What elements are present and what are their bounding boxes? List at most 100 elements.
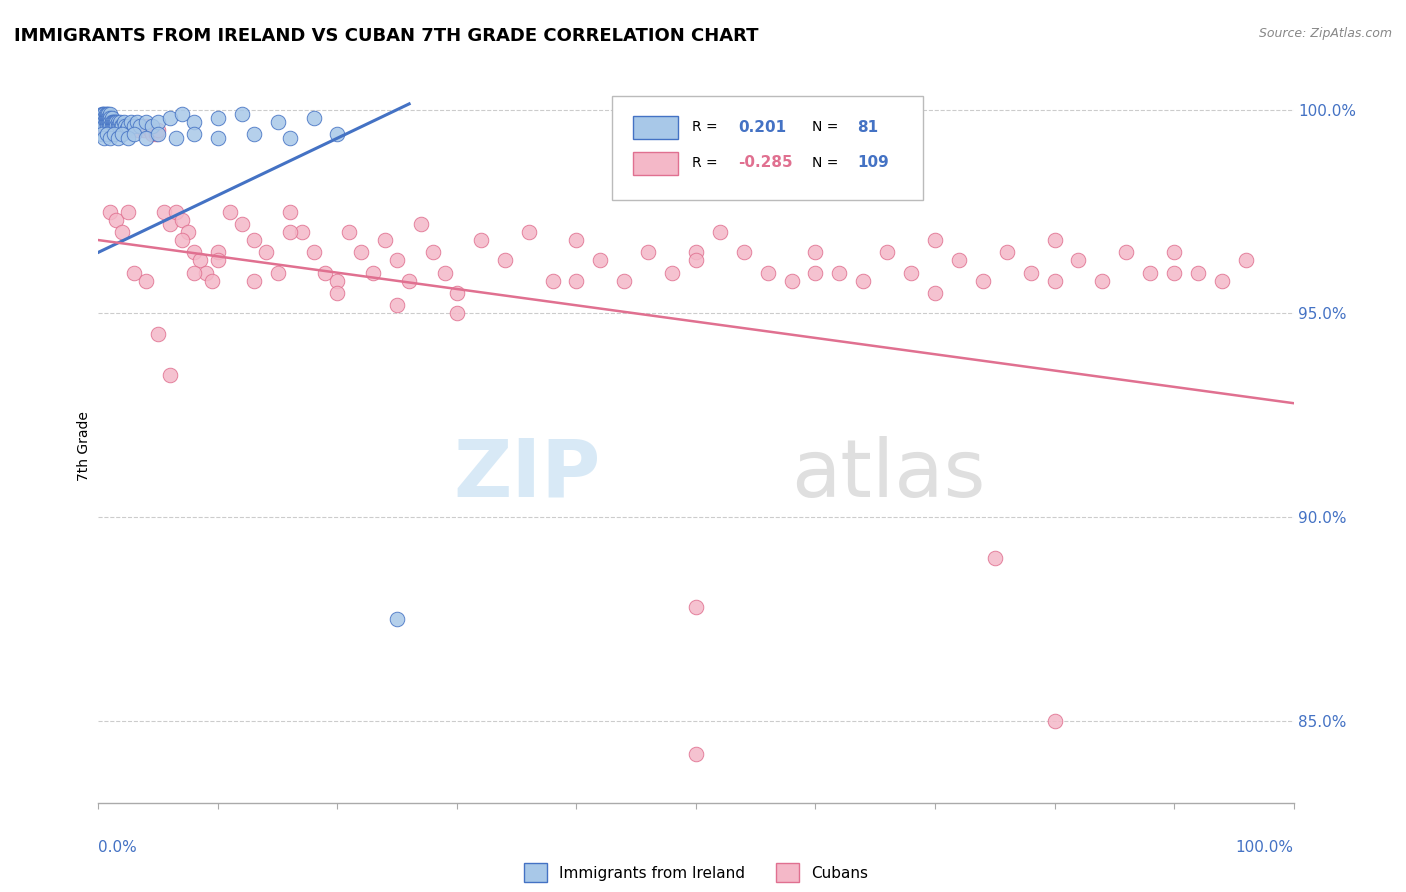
Point <box>94 111 117 125</box>
Point <box>93 119 115 133</box>
Point <box>924 286 946 301</box>
Point <box>201 274 224 288</box>
Point <box>517 225 540 239</box>
Point <box>100 119 122 133</box>
Point <box>112 115 135 129</box>
Point <box>1163 266 1185 280</box>
Text: ZIP: ZIP <box>453 435 600 514</box>
Point <box>326 286 349 301</box>
Legend: Immigrants from Ireland, Cubans: Immigrants from Ireland, Cubans <box>517 857 875 888</box>
Text: IMMIGRANTS FROM IRELAND VS CUBAN 7TH GRADE CORRELATION CHART: IMMIGRANTS FROM IRELAND VS CUBAN 7TH GRA… <box>14 27 759 45</box>
Point <box>172 212 194 227</box>
Point <box>1115 245 1137 260</box>
Point <box>117 119 139 133</box>
Point <box>302 245 325 260</box>
Point <box>114 123 136 137</box>
Point <box>565 233 588 247</box>
Point <box>98 111 121 125</box>
Point <box>1019 266 1042 280</box>
Y-axis label: 7th Grade: 7th Grade <box>77 411 91 481</box>
Point <box>267 115 290 129</box>
Point <box>165 204 187 219</box>
Point <box>852 274 875 288</box>
Point <box>1187 266 1209 280</box>
Text: 0.0%: 0.0% <box>98 840 138 855</box>
Point <box>127 123 149 137</box>
Point <box>91 115 114 129</box>
FancyBboxPatch shape <box>633 116 678 139</box>
Point <box>685 747 707 761</box>
Point <box>302 111 325 125</box>
Point <box>828 266 851 280</box>
Point <box>183 127 205 141</box>
Point <box>135 119 157 133</box>
Point <box>98 204 122 219</box>
Point <box>243 127 266 141</box>
Point <box>1091 274 1114 288</box>
Point <box>1163 245 1185 260</box>
Point <box>114 119 136 133</box>
Point <box>613 274 636 288</box>
Point <box>103 127 125 141</box>
Point <box>110 119 132 133</box>
Point <box>135 274 157 288</box>
Point <box>637 245 659 260</box>
Point <box>733 245 755 260</box>
Point <box>207 131 229 145</box>
Point <box>159 111 181 125</box>
Text: 109: 109 <box>858 155 889 170</box>
Point <box>183 245 205 260</box>
Point <box>98 119 122 133</box>
Point <box>172 106 194 120</box>
Point <box>350 245 373 260</box>
Point <box>94 115 117 129</box>
Point <box>98 119 122 133</box>
Point <box>290 225 312 239</box>
Point <box>100 115 122 129</box>
Point <box>385 298 409 312</box>
Point <box>153 204 176 219</box>
Point <box>94 106 117 120</box>
Point <box>876 245 898 260</box>
Point <box>148 127 170 141</box>
Text: N =: N = <box>811 156 842 169</box>
Point <box>90 111 112 125</box>
Point <box>983 551 1005 566</box>
Point <box>165 131 187 145</box>
Point <box>111 127 134 141</box>
Text: 81: 81 <box>858 120 879 135</box>
Point <box>1043 274 1066 288</box>
Point <box>93 106 115 120</box>
Point <box>219 204 242 219</box>
Point <box>104 115 127 129</box>
FancyBboxPatch shape <box>612 96 922 200</box>
Point <box>124 266 146 280</box>
Text: 100.0%: 100.0% <box>1236 840 1294 855</box>
Point <box>780 274 803 288</box>
Point <box>91 127 114 141</box>
Point <box>93 111 115 125</box>
Point <box>141 119 163 133</box>
Point <box>93 131 115 145</box>
Point <box>446 306 468 320</box>
Point <box>107 115 129 129</box>
Text: -0.285: -0.285 <box>738 155 793 170</box>
Text: R =: R = <box>692 156 723 169</box>
Point <box>101 115 124 129</box>
Point <box>243 274 266 288</box>
Point <box>995 245 1018 260</box>
Point <box>709 225 731 239</box>
Point <box>385 253 409 268</box>
Point <box>96 106 118 120</box>
Point <box>243 233 266 247</box>
Point <box>111 119 134 133</box>
Point <box>111 225 134 239</box>
Point <box>685 253 707 268</box>
Point <box>93 111 115 125</box>
Point <box>98 115 122 129</box>
Point <box>1211 274 1233 288</box>
Point <box>121 123 143 137</box>
Point <box>1067 253 1090 268</box>
Point <box>267 266 290 280</box>
Point <box>924 233 946 247</box>
